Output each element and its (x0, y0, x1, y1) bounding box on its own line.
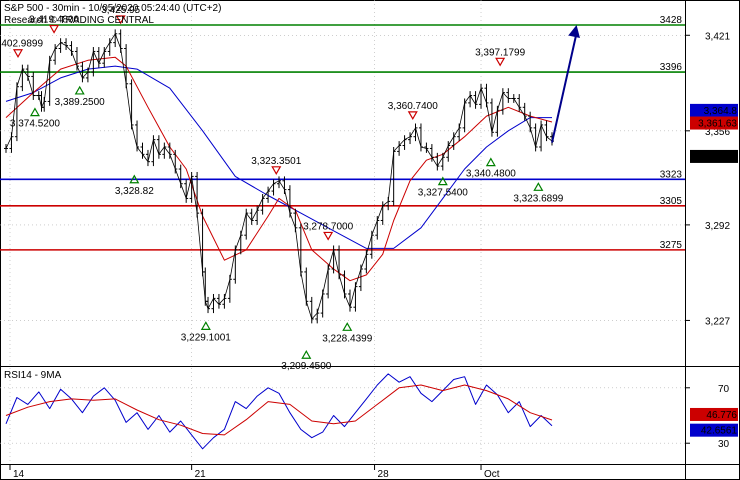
level-annotation: 3,229.1001 (181, 332, 231, 343)
rsi-tag-box (690, 423, 738, 437)
price-tag-box (690, 149, 738, 163)
marker-up (29, 107, 40, 117)
chart-title: S&P 500 - 30min - 10/05/2020 05:24:40 (U… (4, 3, 221, 14)
level-annotation: 3,323.6899 (513, 193, 563, 204)
level-annotation: 3,228.4399 (322, 333, 372, 344)
marker-down (12, 49, 24, 58)
x-tick-label: 28 (378, 469, 390, 480)
marker-down (49, 24, 60, 34)
price-tag-label: 3,364.8 (704, 106, 738, 117)
rsi-tick-label: 70 (718, 384, 730, 395)
level-annotation: 3,278.7000 (303, 221, 353, 232)
marker-up (301, 350, 312, 359)
level-annotation: 3,360.7400 (388, 101, 438, 112)
level-label: 3323 (660, 169, 683, 180)
y-tick-label: 3,356 (705, 127, 730, 138)
marker-up (533, 182, 544, 191)
level-annotation: 3,340.4800 (466, 169, 516, 180)
level-annotation: 3,425.95 (101, 5, 140, 16)
rsi-panel-label: RSI14 - 9MA (4, 370, 62, 381)
forecast-arrow-shaft (551, 32, 578, 143)
marker-up (200, 321, 211, 330)
forecast-arrow-head (568, 24, 580, 38)
y-tick-label: 3,227 (705, 316, 730, 327)
level-annotation: 3,327.5400 (418, 188, 468, 199)
level-label: 3396 (660, 62, 683, 73)
level-annotation: 3,328.82 (115, 186, 154, 197)
rsi-tag-label: 46.776 (706, 410, 737, 421)
y-tick-label: 3,421 (705, 31, 730, 42)
forecast-arrow (551, 24, 580, 143)
rsi-ma-line (5, 384, 553, 436)
ma-blue-line (5, 65, 552, 249)
rsi-tag-label: 42.6561 (701, 426, 738, 437)
marker-down (407, 111, 418, 121)
annotations: 3,402.9899 3,419.4800 3,425.95 3,374.5200 3,… (0, 5, 564, 372)
price-tags: 3,364.8 3,361.63 3,348.44 46.776 42.6561 (690, 103, 738, 437)
marker-down (495, 57, 506, 67)
level-lines: 3428 3396 3323 3305 3275 (0, 15, 685, 251)
price-series (4, 29, 554, 324)
y-axis: 3,421 3,356 3,292 3,227 70 30 (685, 31, 730, 450)
x-tick-label: 14 (13, 469, 25, 480)
x-axis: 14 21 28 Oct (9, 464, 500, 480)
level-annotation: 3,323.3501 (251, 156, 301, 167)
grid (0, 0, 685, 464)
level-annotation: 3,209.4500 (281, 361, 331, 372)
level-annotation: 3,419.4800 (29, 15, 79, 26)
level-label: 3275 (660, 240, 683, 251)
level-annotation: 3,397.1799 (475, 47, 525, 58)
rsi-line (5, 373, 553, 450)
marker-down (115, 15, 126, 25)
marker-up (342, 322, 353, 331)
chart-source: Research © TRADING CENTRAL (4, 15, 154, 26)
marker-up (437, 176, 448, 186)
marker-down (323, 231, 334, 241)
price-path (5, 33, 553, 320)
marker-up (485, 157, 496, 167)
x-tick-label: 21 (195, 469, 207, 480)
level-label: 3305 (660, 196, 683, 207)
price-tag-label: 3,361.63 (698, 119, 737, 130)
price-tag-label: 3,348.44 (698, 152, 737, 163)
level-label: 3428 (660, 15, 683, 26)
y-tick-label: 3,292 (705, 221, 730, 232)
level-annotation: 3,389.2500 (55, 97, 105, 108)
level-annotation: 3,402.9899 (0, 39, 43, 50)
rsi-series (5, 373, 553, 450)
rsi-tick-label: 30 (718, 439, 730, 450)
price-tag-box (690, 116, 738, 130)
marker-up (129, 174, 140, 184)
price-tag-box (690, 103, 738, 117)
marker-up (74, 85, 85, 95)
marker-down (271, 166, 282, 176)
x-tick-label: Oct (484, 469, 500, 480)
rsi-tag-box (690, 407, 738, 421)
level-annotation: 3,374.5200 (10, 119, 60, 130)
